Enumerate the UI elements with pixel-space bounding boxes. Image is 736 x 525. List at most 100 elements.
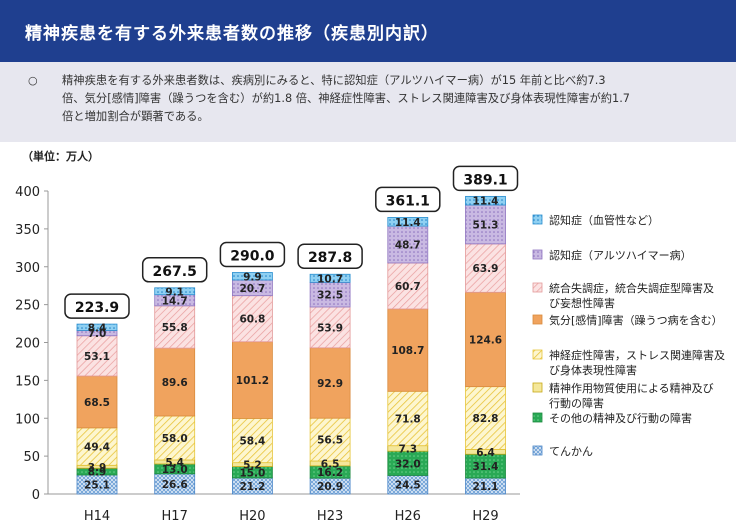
legend-swatch: [532, 314, 543, 325]
total-labels: 223.9 267.5 290.0 287.8 361.1 389.1: [64, 165, 519, 319]
segment-value-label: 71.8: [395, 413, 421, 425]
total-label: 361.1: [386, 193, 430, 209]
legend: 認知症（血管性など） 認知症（アルツハイマー病） 統合失調症，統合失調症型障害及び妄…: [532, 213, 725, 458]
segment-value-label: 101.2: [236, 375, 269, 387]
segment-value-label: 56.5: [317, 435, 343, 447]
y-tick-label: 100: [15, 412, 40, 427]
segment-value-label: 10.7: [317, 273, 343, 285]
total-box: [452, 165, 519, 192]
segment-value-label: 7.3: [398, 443, 417, 455]
summary-note: ○ 精神疾患を有する外来患者数は、疾病別にみると、特に認知症（アルツハイマー病）…: [0, 62, 736, 142]
segment-value-label: 82.8: [473, 413, 499, 425]
segment-value-label: 24.5: [395, 480, 421, 492]
bar-segment: [309, 347, 351, 419]
legend-label: び妄想性障害: [549, 296, 615, 310]
segment-value-label: 108.7: [391, 345, 424, 357]
segment-value-label: 60.8: [239, 314, 265, 326]
y-tick-label: 50: [23, 450, 40, 465]
y-tick-label: 250: [15, 299, 40, 314]
segment-value-label: 32.5: [317, 290, 343, 302]
segment-value-label: 53.1: [84, 351, 110, 363]
segment-value-label: 6.4: [476, 447, 495, 459]
bar-segment: [309, 281, 351, 308]
segment-value-label: 16.2: [317, 467, 343, 479]
legend-label: 認知症（アルツハイマー病）: [549, 248, 692, 262]
bar-segment: [309, 306, 351, 349]
segment-value-label: 25.1: [84, 479, 110, 491]
bar-segment: [76, 323, 118, 331]
segment-value-label: 51.3: [473, 219, 499, 231]
y-tick-label: 150: [15, 374, 40, 389]
total-box: [219, 241, 286, 268]
segment-value-label: 55.8: [162, 322, 188, 334]
bar-segment: [387, 217, 429, 227]
y-tick-label: 300: [15, 261, 40, 276]
bar-segment: [76, 427, 118, 466]
unit-label: （単位：万人）: [22, 149, 99, 163]
x-tick-label: H20: [239, 509, 265, 524]
y-tick-label: 200: [15, 337, 40, 352]
segment-value-label: 48.7: [395, 240, 421, 252]
bar-segment: [387, 225, 429, 264]
segment-value-label: 14.7: [162, 295, 188, 307]
legend-label: その他の精神及び行動の障害: [549, 411, 692, 425]
segment-value-label: 21.2: [239, 481, 265, 493]
legend-swatch: [532, 412, 543, 423]
bar-segment: [387, 390, 429, 447]
segment-value-label: 9.1: [165, 286, 184, 298]
total-box: [375, 186, 441, 213]
bar-segment: [465, 195, 506, 206]
segment-value-label: 92.9: [317, 378, 343, 390]
bar-segment: [231, 341, 273, 419]
segment-value-label: 124.6: [469, 334, 502, 346]
bars: [76, 195, 506, 495]
segment-value-label: 7.0: [88, 328, 107, 340]
total-box: [64, 293, 130, 319]
legend-label: 神経症性障害，ストレス関連障害及: [549, 348, 725, 362]
y-tick-label: 0: [32, 488, 40, 503]
segment-value-label: 68.5: [84, 397, 110, 409]
segment-value-label: 20.7: [239, 283, 265, 295]
total-label: 290.0: [230, 249, 275, 265]
stacked-bar-chart: （単位：万人） 0 50 100 150 200 250 300 350 400 25.18.9…: [15, 149, 725, 524]
x-tick-label: H29: [472, 509, 498, 524]
segment-value-label: 89.6: [162, 377, 188, 389]
bar-segment: [387, 450, 429, 476]
segment-value-label: 20.9: [317, 481, 343, 493]
legend-swatch: [532, 249, 543, 260]
summary-line-1: 精神疾患を有する外来患者数は、疾病別にみると、特に認知症（アルツハイマー病）が1…: [62, 74, 606, 87]
legend-label: 行動の障害: [549, 396, 604, 410]
legend-label: 精神作用物質使用による精神及び: [549, 381, 714, 395]
header-banner: 精神疾患を有する外来患者数の推移（疾患別内訳）: [0, 0, 736, 62]
segment-labels: 25.18.93.9 49.4 68.5 53.1 7.08.4 26.6 13.05.4 5…: [84, 196, 502, 493]
segment-value-label: 9.9: [243, 271, 262, 283]
segment-value-label: 15.0: [239, 467, 265, 479]
x-tick-label: H26: [395, 509, 421, 524]
bar-segment: [231, 418, 273, 464]
segment-value-label: 26.6: [162, 479, 188, 491]
segment-value-label: 63.9: [473, 263, 499, 275]
legend-swatch: [532, 349, 543, 360]
segment-value-label: 21.1: [473, 481, 499, 493]
bar-segment: [76, 335, 118, 377]
segment-value-label: 58.0: [162, 433, 188, 445]
segment-value-label: 31.4: [473, 461, 499, 473]
bullet-icon: ○: [28, 74, 38, 87]
bar-segment: [154, 347, 196, 417]
segment-value-label: 58.4: [239, 436, 265, 448]
summary-line-3: 倍と増加割合が顕著である。: [62, 110, 209, 123]
legend-swatch: [532, 282, 543, 293]
segment-value-label: 8.4: [88, 322, 107, 334]
y-axis: 0 50 100 150 200 250 300 350 400: [15, 185, 520, 503]
x-tick-label: H14: [84, 509, 110, 524]
total-box: [141, 257, 208, 283]
bar-segment: [76, 375, 118, 429]
x-axis: H14 H17 H20 H23 H26 H29: [84, 509, 499, 524]
legend-label: てんかん: [549, 445, 593, 458]
total-label: 389.1: [463, 172, 507, 188]
legend-swatch: [532, 382, 543, 393]
legend-label: 気分[感情]障害（躁うつ病を含む）: [549, 313, 723, 327]
segment-value-label: 13.0: [162, 464, 188, 476]
x-tick-label: H17: [162, 509, 188, 524]
bar-segment: [465, 243, 506, 293]
